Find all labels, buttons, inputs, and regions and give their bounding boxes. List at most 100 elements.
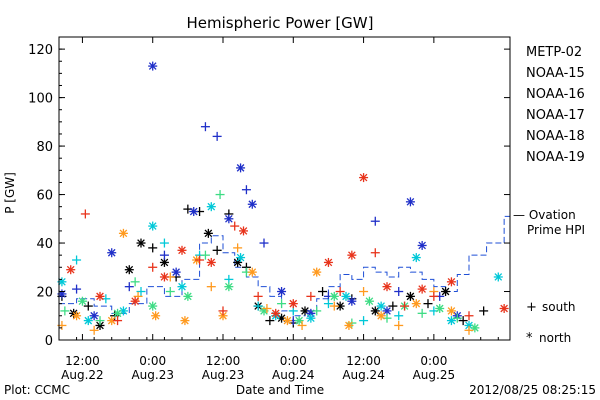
x-tick-label-date: Aug.23 <box>202 368 245 382</box>
south-point <box>458 316 468 326</box>
marker-stroke <box>312 268 321 276</box>
x-tick-label-time: 0:00 <box>420 354 447 368</box>
north-point <box>236 253 246 263</box>
south-point <box>83 301 93 311</box>
north-point <box>306 313 316 323</box>
series-noaa-15 <box>57 61 462 326</box>
x-tick-label-time: 12:00 <box>346 354 381 368</box>
marker-stroke <box>348 251 356 259</box>
marker-stroke <box>377 302 385 310</box>
south-point <box>200 122 210 132</box>
south-point <box>148 243 158 253</box>
y-tick-label: 80 <box>36 140 53 155</box>
south-point <box>417 308 427 318</box>
north-point <box>382 282 392 292</box>
north-point <box>499 303 509 313</box>
marker-stroke <box>72 311 81 320</box>
marker-stroke <box>342 292 350 301</box>
footer-credit: Plot: CCMC <box>4 383 70 397</box>
north-point <box>148 61 158 71</box>
south-point <box>212 131 222 141</box>
south-point <box>464 311 474 321</box>
marker-stroke <box>119 229 128 238</box>
marker-stroke <box>383 282 391 291</box>
marker-stroke <box>412 253 421 262</box>
marker-stroke <box>160 258 169 267</box>
south-point <box>297 320 307 330</box>
legend-entry-noaa-17: NOAA-17 <box>526 108 585 123</box>
south-point <box>230 221 240 231</box>
south-point <box>359 316 369 326</box>
marker-stroke <box>207 202 216 211</box>
data-points <box>57 61 509 335</box>
marker-stroke <box>418 241 426 250</box>
marker-stroke <box>377 311 385 320</box>
x-tick-label-time: 0:00 <box>280 354 307 368</box>
series-noaa-18 <box>57 228 474 335</box>
north-point <box>294 316 304 326</box>
x-tick-label-time: 0:00 <box>139 354 166 368</box>
ovation-line <box>59 215 510 317</box>
south-point <box>241 185 251 195</box>
south-point <box>113 316 123 326</box>
north-point <box>341 291 351 301</box>
marker-stroke <box>207 258 216 267</box>
marker-stroke <box>90 311 98 320</box>
y-tick-label: 0 <box>45 334 53 349</box>
north-point <box>118 228 128 238</box>
south-point <box>265 316 275 326</box>
north-point <box>417 284 427 294</box>
x-tick-label-date: Aug.22 <box>61 368 104 382</box>
x-tick-label-time: 12:00 <box>65 354 100 368</box>
north-point <box>282 316 292 326</box>
marker-stroke <box>283 316 292 325</box>
marker-stroke <box>412 299 421 308</box>
x-tick-label-date: Aug.24 <box>272 368 315 382</box>
north-point <box>148 221 158 231</box>
north-point <box>435 303 445 313</box>
legend-entry-noaa-16: NOAA-16 <box>526 87 585 102</box>
north-point <box>66 265 76 275</box>
marker-stroke <box>301 307 309 315</box>
plot-frame <box>58 36 511 341</box>
marker-stroke <box>178 246 186 255</box>
north-point <box>189 207 199 217</box>
y-tick-label: 40 <box>36 237 53 252</box>
north-point <box>247 199 257 209</box>
north-point <box>177 282 187 292</box>
south-point <box>148 262 158 272</box>
footer-timestamp: 2012/08/25 08:25:15 <box>469 383 596 397</box>
marker-stroke <box>219 311 227 320</box>
marker-stroke <box>181 316 189 325</box>
south-point <box>136 287 146 297</box>
south-point <box>429 291 439 301</box>
marker-stroke <box>406 197 415 206</box>
south-point <box>60 306 70 316</box>
marker-stroke <box>307 314 315 323</box>
marker-stroke <box>447 307 456 315</box>
marker-stroke <box>131 297 139 306</box>
marker-stroke <box>365 297 374 306</box>
marker-legend-south-symbol: + <box>526 300 537 315</box>
north-point <box>224 282 234 292</box>
north-point <box>364 296 374 306</box>
marker-legend: + south * north <box>526 300 576 346</box>
legend-entry-metp-02: METP-02 <box>526 45 582 60</box>
marker-stroke <box>204 229 213 238</box>
marker-stroke <box>107 248 116 257</box>
south-point <box>452 313 462 323</box>
series-noaa-19 <box>66 173 509 326</box>
south-point <box>80 209 90 219</box>
ovation-label-line1: — Ovation <box>513 208 576 222</box>
marker-legend-north-symbol: * <box>526 331 533 346</box>
south-point <box>124 282 134 292</box>
marker-stroke <box>345 321 353 330</box>
north-point <box>493 272 503 282</box>
y-axis-label-group: P [GW] <box>3 172 17 214</box>
south-point <box>95 316 105 326</box>
marker-stroke <box>78 297 87 306</box>
y-tick-label: 120 <box>28 43 53 58</box>
marker-stroke <box>225 214 233 223</box>
axes: 02040608010012012:00Aug.220:00Aug.2312:0… <box>28 36 511 382</box>
